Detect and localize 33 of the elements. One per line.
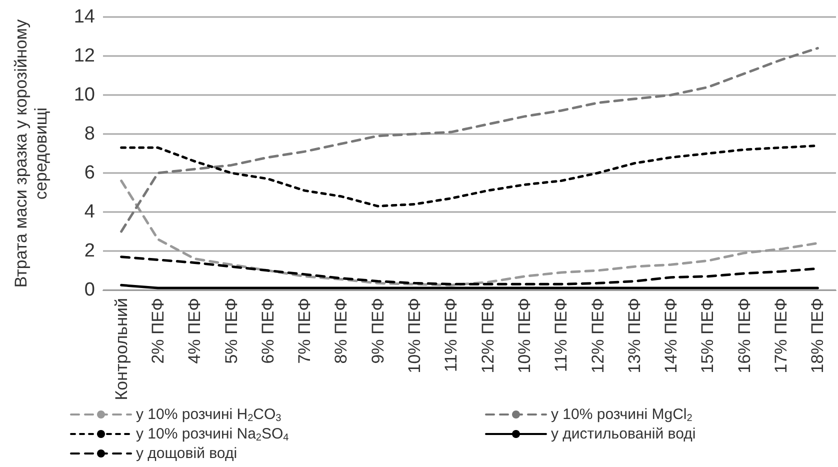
y-tick-label: 6	[84, 162, 95, 184]
x-tick-label: 10% ПЕФ	[405, 298, 424, 374]
x-tick-label: 10% ПЕФ	[514, 298, 534, 374]
x-tick-label: 5% ПЕФ	[222, 298, 241, 364]
x-tick-label: 13% ПЕФ	[624, 298, 644, 374]
legend-label: у дистильованій воді	[551, 426, 696, 442]
y-tick-label: 10	[74, 84, 95, 106]
y-tick-label: 14	[74, 6, 96, 28]
x-tick-label: 12% ПЕФ	[588, 298, 608, 374]
x-tick-label: 18% ПЕФ	[808, 298, 828, 374]
y-tick-label: 8	[84, 124, 95, 144]
x-tick-label: 12% ПЕФ	[478, 298, 498, 374]
x-tick-label: 11% ПЕФ	[442, 298, 461, 372]
y-tick-label: 0	[84, 280, 95, 300]
x-tick-label: 16% ПЕФ	[734, 298, 754, 374]
x-tick-label: 15% ПЕФ	[698, 298, 718, 374]
x-tick-label: 14% ПЕФ	[662, 298, 681, 374]
y-tick-label: 12	[74, 46, 95, 66]
x-tick-label: 2% ПЕФ	[148, 298, 168, 364]
y-tick-label: 4	[84, 202, 96, 222]
x-tick-label: Контрольний	[112, 298, 131, 400]
x-tick-label: 4% ПЕФ	[185, 298, 204, 364]
x-tick-label: 7% ПЕФ	[295, 298, 314, 364]
x-tick-label: 17% ПЕФ	[772, 298, 791, 374]
x-tick-label: 8% ПЕФ	[332, 298, 351, 364]
line-series	[120, 46, 819, 233]
legend-label: у дощовій воді	[136, 445, 238, 462]
line-series	[120, 180, 819, 286]
x-tick-label: 9% ПЕФ	[368, 298, 388, 364]
x-tick-label: 11% ПЕФ	[552, 298, 571, 372]
y-tick-label: 2	[84, 240, 95, 262]
x-tick-label: 6% ПЕФ	[258, 298, 278, 364]
y-axis-title: Втрата маси зразка у корозійному середовищі	[12, 18, 50, 288]
